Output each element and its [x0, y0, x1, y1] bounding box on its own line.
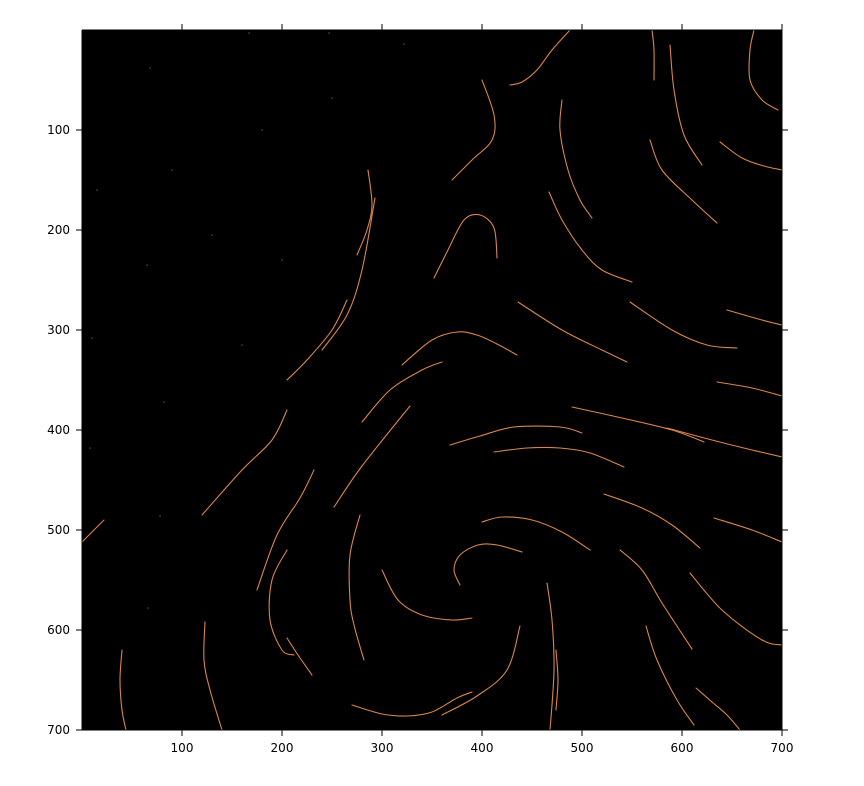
streamlines: [82, 30, 782, 730]
streamline-19: [481, 516, 591, 551]
axis-ticks: [76, 24, 788, 736]
streamline-32: [517, 301, 628, 363]
plot-area: [82, 30, 782, 730]
streamline-20: [449, 425, 583, 446]
x-tick-label: 100: [171, 741, 194, 755]
y-tick-label: 500: [47, 523, 70, 537]
streamline-23: [555, 649, 559, 711]
speck-point: [241, 344, 243, 346]
streamline-11: [333, 405, 411, 508]
x-tick-label: 400: [471, 741, 494, 755]
y-tick-label: 600: [47, 623, 70, 637]
tick-labels: 100 200 300 400 500 600 700 100 200 300 400 500 600 7…: [47, 123, 793, 755]
streamline-10: [286, 637, 313, 676]
streamline-43: [651, 30, 655, 81]
speck-point: [171, 169, 173, 171]
y-tick-label: 100: [47, 123, 70, 137]
x-tick-label: 300: [371, 741, 394, 755]
speck-layer: [89, 32, 405, 609]
streamline-34: [726, 309, 782, 326]
streamline-29: [689, 572, 782, 646]
speck-point: [146, 264, 148, 266]
y-tick-label: 400: [47, 423, 70, 437]
streamline-22: [546, 582, 555, 730]
y-tick-label: 700: [47, 723, 70, 737]
speck-point: [149, 67, 151, 69]
streamline-42: [669, 44, 703, 166]
streamline-33: [629, 301, 738, 349]
speck-point: [163, 401, 165, 403]
speck-point: [96, 189, 98, 191]
streamline-2: [119, 649, 127, 730]
speck-point: [328, 32, 330, 34]
streamline-24: [571, 406, 705, 443]
streamline-40: [548, 191, 633, 283]
streamline-12: [361, 361, 443, 423]
speck-point: [211, 234, 213, 236]
streamline-44: [719, 141, 782, 171]
y-tick-label: 200: [47, 223, 70, 237]
speck-point: [91, 337, 93, 339]
streamline-41: [649, 139, 718, 224]
streamline-18: [453, 543, 523, 586]
streamline-16: [351, 691, 473, 717]
streamline-5: [286, 299, 348, 381]
axes: [81, 29, 783, 731]
y-tick-label: 300: [47, 323, 70, 337]
streamline-30: [695, 687, 741, 730]
speck-point: [261, 129, 263, 131]
x-tick-label: 200: [271, 741, 294, 755]
speck-point: [281, 259, 283, 261]
x-tick-label: 700: [771, 741, 794, 755]
streamline-26: [603, 493, 701, 549]
streamline-1: [82, 519, 105, 543]
streamline-9: [268, 549, 295, 656]
streamline-21: [493, 446, 625, 468]
x-tick-label: 600: [671, 741, 694, 755]
streamline-36: [433, 213, 498, 279]
streamline-7: [356, 169, 373, 256]
speck-point: [403, 43, 405, 45]
streamline-39: [559, 99, 593, 219]
streamline-17: [441, 625, 521, 716]
streamline-15: [381, 569, 473, 621]
streamline-28: [645, 625, 695, 726]
streamline-38: [509, 30, 571, 86]
speck-point: [248, 32, 250, 34]
streamline-25: [666, 427, 782, 458]
speck-point: [159, 515, 161, 517]
streamline-6: [321, 197, 376, 351]
speck-point: [89, 447, 91, 449]
streamline-27: [619, 549, 693, 650]
speck-point: [331, 97, 333, 99]
streamline-14: [348, 514, 365, 661]
streamline-8: [256, 469, 315, 591]
streamline-45: [748, 30, 779, 111]
streamline-4: [201, 409, 288, 516]
streamline-3: [203, 621, 223, 730]
speck-point: [147, 607, 149, 609]
x-tick-label: 500: [571, 741, 594, 755]
streamline-13: [401, 331, 518, 366]
streamline-35: [716, 381, 782, 397]
streamline-31: [713, 517, 782, 543]
streamline-37: [451, 79, 496, 181]
